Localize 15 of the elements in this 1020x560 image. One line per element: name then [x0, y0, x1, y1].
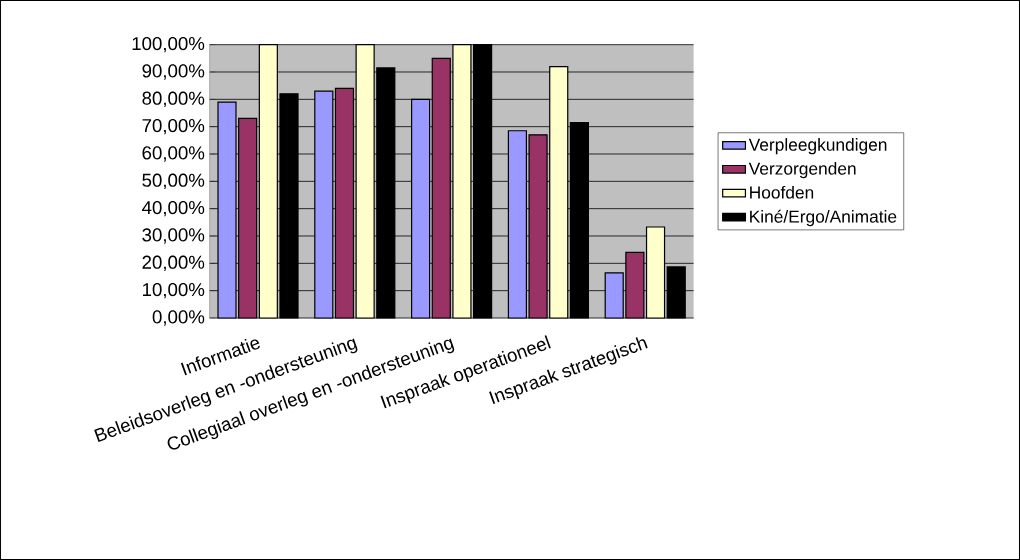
y-tick-label: 80,00%	[142, 91, 205, 108]
y-tick-label: 20,00%	[142, 255, 205, 272]
y-tick-label: 40,00%	[142, 200, 205, 217]
legend-label: Verpleegkundigen	[748, 138, 887, 155]
legend-label: Kiné/Ergo/Animatie	[750, 209, 897, 227]
y-tick-label: 50,00%	[142, 173, 205, 190]
y-tick-label: 0,00%	[152, 310, 205, 326]
legend-label: Hoofden	[750, 185, 814, 199]
y-tick-label: 100,00%	[132, 36, 205, 53]
y-tick-label: 90,00%	[142, 64, 205, 80]
y-tick-label: 30,00%	[142, 228, 205, 244]
y-tick-label: 60,00%	[142, 146, 205, 162]
y-tick-label: 10,00%	[143, 282, 205, 299]
legend-label: Verzorgenden	[748, 161, 856, 179]
y-tick-label: 70,00%	[142, 118, 205, 135]
